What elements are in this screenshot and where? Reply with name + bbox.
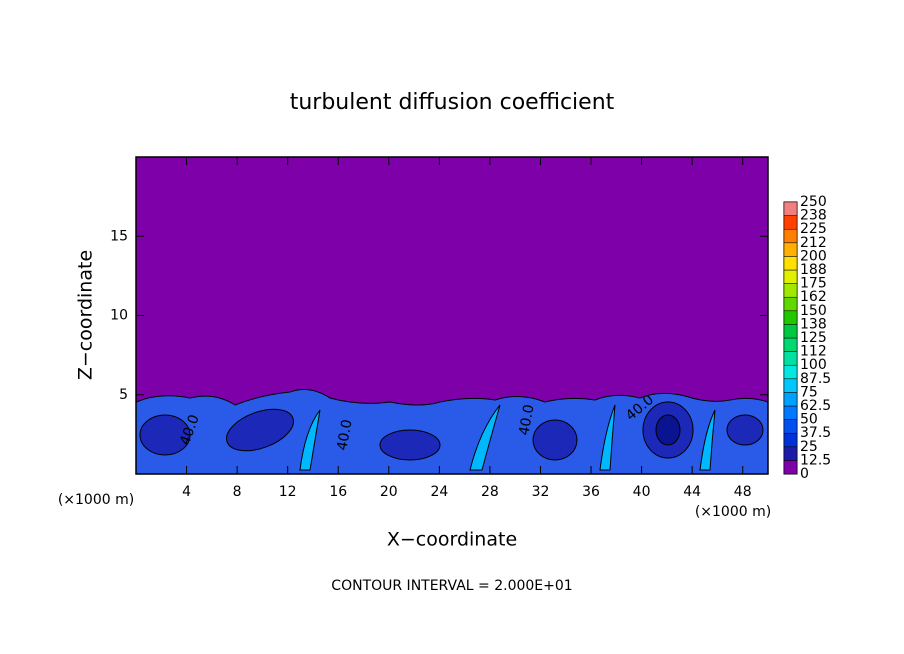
colorbar-cell	[783, 351, 798, 366]
colorbar-label: 62.5	[800, 398, 831, 414]
colorbar-label: 188	[800, 262, 827, 278]
x-tick-label: 16	[329, 484, 347, 500]
colorbar-label: 75	[800, 384, 818, 400]
colorbar-cell	[783, 310, 798, 325]
colorbar-cell	[783, 460, 798, 475]
y-tick-label: 10	[110, 308, 128, 324]
colorbar-label: 125	[800, 330, 827, 346]
colorbar-cell	[783, 378, 798, 393]
colorbar-cell	[783, 269, 798, 284]
field	[136, 389, 768, 474]
colorbar-label: 175	[800, 276, 827, 292]
y-tick-label: 5	[119, 387, 128, 403]
colorbar-label: 25	[800, 439, 818, 455]
colorbar-label: 238	[800, 208, 827, 224]
colorbar-cell	[783, 364, 798, 380]
x-tick-label: 8	[233, 484, 242, 500]
chart-title: turbulent diffusion coefficient	[290, 90, 615, 115]
contour-cell	[655, 414, 681, 446]
y-tick-label: 15	[110, 228, 128, 244]
colorbar-label: 100	[800, 357, 827, 373]
contour-cell	[726, 414, 764, 446]
colorbar-cell	[783, 215, 798, 230]
contour-cell	[139, 414, 191, 456]
colorbar-cell	[783, 432, 798, 448]
x-tick-label: 36	[582, 484, 600, 500]
x-unit: (×1000 m)	[695, 504, 771, 520]
contour-cell	[532, 419, 578, 461]
colorbar-cell	[783, 337, 798, 352]
colorbar-label: 225	[800, 221, 827, 237]
x-tick-label: 28	[481, 484, 499, 500]
colorbar-label: 162	[800, 289, 827, 305]
x-tick-label: 44	[683, 484, 701, 500]
colorbar-cell	[783, 242, 798, 257]
contour-cell	[379, 429, 441, 461]
colorbar-label: 37.5	[800, 425, 831, 441]
colorbar-cell	[783, 392, 798, 407]
colorbar-cell	[783, 324, 798, 339]
x-tick-label: 24	[430, 484, 448, 500]
colorbar-label: 87.5	[800, 371, 831, 387]
colorbar-label: 212	[800, 235, 827, 251]
colorbar-label: 50	[800, 412, 818, 428]
colorbar-label: 0	[800, 466, 809, 482]
colorbar-cell	[783, 296, 798, 312]
x-axis-label: X−coordinate	[387, 529, 517, 551]
contour-strip	[469, 404, 501, 471]
contour-label: 40.0	[516, 403, 537, 436]
x-tick-label: 20	[380, 484, 398, 500]
footer: CONTOUR INTERVAL = 2.000E+01	[331, 578, 572, 594]
colorbar-cell	[783, 405, 798, 420]
colorbar-label: 138	[800, 316, 827, 332]
colorbar-cell	[783, 283, 798, 298]
y-axis-label: Z−coordinate	[75, 250, 97, 380]
x-tick-label: 12	[279, 484, 297, 500]
x-tick-label: 40	[633, 484, 651, 500]
colorbar-label: 112	[800, 344, 827, 360]
colorbar-cell	[783, 446, 798, 461]
contour-strip	[699, 409, 716, 471]
contour-strip	[599, 404, 616, 471]
colorbar-label: 200	[800, 248, 827, 264]
colorbar-label: 250	[800, 194, 827, 210]
colorbar-cell	[783, 201, 798, 216]
contour-label: 40.0	[334, 418, 355, 451]
colorbar-label: 12.5	[800, 452, 831, 468]
contour-strip	[299, 409, 321, 471]
colorbar-cell	[783, 228, 798, 244]
colorbar-cell	[783, 256, 798, 271]
colorbar-cell	[783, 419, 798, 434]
x-tick-label: 48	[734, 484, 752, 500]
colorbar-label: 150	[800, 303, 827, 319]
x-tick-label: 32	[532, 484, 550, 500]
y-unit: (×1000 m)	[58, 492, 134, 508]
contour-cell	[226, 408, 294, 452]
x-tick-label: 4	[182, 484, 191, 500]
